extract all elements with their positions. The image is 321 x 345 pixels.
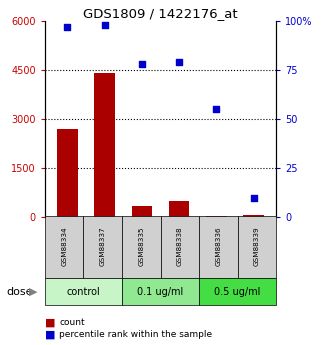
Bar xyxy=(132,206,152,217)
Point xyxy=(177,59,182,65)
Text: ■: ■ xyxy=(45,318,56,327)
Text: GSM88335: GSM88335 xyxy=(138,227,144,266)
Point xyxy=(251,195,256,200)
Text: ▶: ▶ xyxy=(30,287,38,296)
Bar xyxy=(57,129,78,217)
Bar xyxy=(206,216,227,217)
Text: 0.1 ug/ml: 0.1 ug/ml xyxy=(137,287,184,296)
Text: GSM88339: GSM88339 xyxy=(254,227,260,266)
Title: GDS1809 / 1422176_at: GDS1809 / 1422176_at xyxy=(83,7,238,20)
Bar xyxy=(243,215,264,217)
Bar xyxy=(94,73,115,217)
Text: control: control xyxy=(66,287,100,296)
Point xyxy=(139,61,144,67)
Text: 0.5 ug/ml: 0.5 ug/ml xyxy=(214,287,261,296)
Bar xyxy=(169,201,189,217)
Text: percentile rank within the sample: percentile rank within the sample xyxy=(59,330,213,339)
Text: GSM88336: GSM88336 xyxy=(215,227,221,266)
Point xyxy=(214,106,219,112)
Point xyxy=(102,22,107,27)
Text: dose: dose xyxy=(6,287,33,296)
Point xyxy=(65,24,70,29)
Text: count: count xyxy=(59,318,85,327)
Text: GSM88337: GSM88337 xyxy=(100,227,106,266)
Text: ■: ■ xyxy=(45,330,56,339)
Text: GSM88338: GSM88338 xyxy=(177,227,183,266)
Text: GSM88334: GSM88334 xyxy=(61,227,67,266)
